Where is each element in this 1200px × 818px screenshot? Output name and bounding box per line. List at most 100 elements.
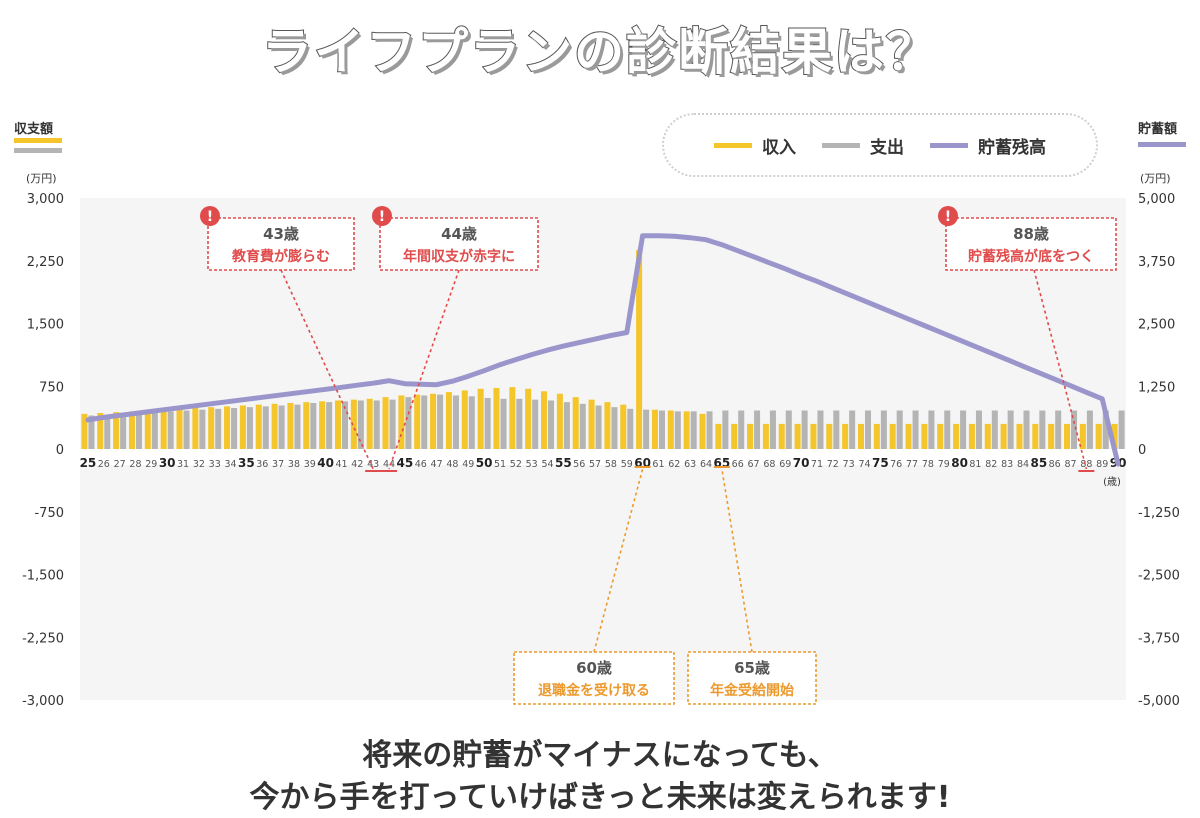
annotation-text: 教育費が膨らむ [232,248,330,265]
expense-bar [421,395,428,449]
income-bar [556,393,563,449]
age-tick-label: 45 [397,456,414,470]
income-bar [731,423,738,449]
age-tick-label: 62 [668,459,680,470]
age-tick-label: 52 [510,459,522,470]
expense-bar [199,409,206,449]
expense-bar [278,405,285,449]
annotation-text: 年間収支が赤字に [403,248,515,265]
income-bar [334,400,341,449]
left-axis-tick-label: -750 [34,506,64,521]
expense-bar [833,410,840,449]
expense-bar [595,405,602,449]
income-bar [810,423,817,449]
income-bar [192,408,199,449]
age-tick-label: 59 [621,459,633,470]
income-bar [905,423,912,449]
income-bar [509,387,516,449]
income-bar [319,401,326,449]
alert-icon-glyph: ! [945,209,951,225]
left-axis-tick-label: 750 [39,380,64,395]
right-axis-tick-label: 2,500 [1138,318,1175,333]
age-tick-label: 75 [872,456,889,470]
income-bar [287,402,294,449]
income-bar [1032,423,1039,449]
expense-bar [484,397,491,449]
left-axis-income-swatch [14,138,62,143]
income-bar [493,387,500,449]
age-tick-label: 30 [159,456,176,470]
age-tick-label: 50 [476,456,493,470]
age-tick-label: 85 [1030,456,1047,470]
age-tick-label: 79 [938,459,950,470]
annotation-age: 44歳 [441,225,477,243]
income-bar [937,423,944,449]
expense-bar [611,407,618,449]
age-tick-label: 35 [238,456,255,470]
annotation-age: 88歳 [1013,225,1049,243]
income-bar [953,423,960,449]
expense-bar [975,410,982,449]
age-tick-label: 29 [145,459,157,470]
income-bar [1000,423,1007,449]
right-axis-savings-swatch [1138,142,1186,147]
income-bar [113,412,120,449]
expense-bar [880,410,887,449]
annotation-age: 60歳 [576,659,612,677]
expense-bar [960,410,967,449]
income-bar [699,413,706,449]
legend-savings-label: 貯蓄残高 [978,137,1046,158]
legend-item-savings: 貯蓄残高 [930,133,1046,158]
left-axis-unit: (万円) [26,172,57,185]
expense-bar [246,407,253,449]
annotation-connector [280,269,374,470]
income-bar [794,423,801,449]
expense-bar [357,400,364,449]
age-tick-label: 86 [1049,459,1061,470]
age-tick-label: 42 [351,459,363,470]
income-bar [208,407,215,449]
income-bar [588,399,595,449]
income-bar [762,423,769,449]
income-bar [525,388,532,449]
age-tick-label: 77 [906,459,918,470]
age-tick-label: 39 [304,459,316,470]
income-bar [1016,423,1023,449]
age-tick-label: 73 [843,459,855,470]
legend-savings-swatch [930,142,968,148]
page-title: ライフプランの診断結果は？ [261,22,938,82]
expense-bar [342,401,349,449]
income-bar [255,404,262,449]
expense-bar [658,410,665,449]
income-bar [715,423,722,449]
age-tick-label: 25 [80,456,97,470]
right-axis-tick-label: 0 [1138,443,1146,458]
age-tick-label: 28 [129,459,141,470]
expense-bar [1071,410,1078,449]
income-bar [620,404,627,449]
expense-bar [215,408,222,449]
income-bar [445,392,452,449]
alert-icon [938,206,958,226]
age-tick-label: 66 [732,459,744,470]
expense-bar [754,410,761,449]
age-tick-label: 71 [811,459,823,470]
age-tick-label: 80 [951,456,968,470]
income-bar [430,393,437,449]
annotation-box [513,651,675,705]
legend-income-label: 収入 [762,137,796,158]
expense-bar [548,400,555,449]
expense-bar [1102,410,1109,449]
left-axis-title: 収支額 [14,122,54,137]
expense-bar [1039,410,1046,449]
age-tick-label: 68 [763,459,775,470]
footer-line-1: 将来の貯蓄がマイナスになっても、 [362,738,838,773]
income-bar [128,411,135,449]
age-tick-label: 36 [256,459,268,470]
age-tick-label: 26 [98,459,110,470]
income-bar [667,410,674,449]
expense-bar [722,410,729,449]
footer-line-2: 今から手を打っていけばきっと未来は変えられます! [249,780,951,815]
expense-bar [326,402,333,449]
age-tick-label: 48 [446,459,458,470]
